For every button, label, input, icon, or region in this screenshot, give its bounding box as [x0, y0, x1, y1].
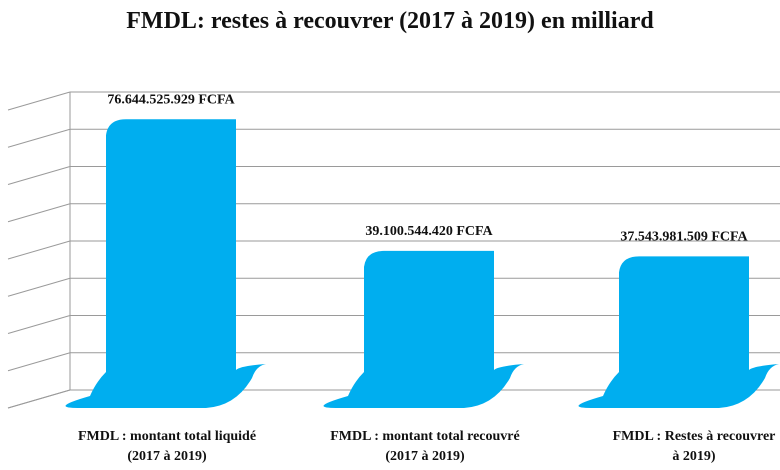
category-label: à 2019) — [672, 449, 716, 464]
category-label: FMDL : Restes à recouvrer — [613, 429, 776, 444]
data-label: 37.543.981.509 FCFA — [620, 229, 748, 244]
data-label: 76.644.525.929 FCFA — [107, 92, 235, 107]
category-label: (2017 à 2019) — [385, 449, 465, 464]
category-label: FMDL : montant total liquidé — [78, 429, 256, 444]
category-label: (2017 à 2019) — [127, 449, 207, 464]
data-label: 39.100.544.420 FCFA — [365, 224, 493, 239]
gridline-side — [7, 203, 71, 223]
chart-title: FMDL: restes à recouvrer (2017 à 2019) e… — [126, 8, 654, 34]
gridline-side — [7, 240, 71, 260]
gridline-side — [7, 166, 71, 185]
floor-edge — [7, 389, 71, 409]
gridline-side — [7, 91, 71, 111]
gridline-side — [7, 352, 71, 372]
gridline-side — [7, 128, 71, 148]
bar — [65, 119, 266, 409]
category-label: FMDL : montant total recouvré — [330, 429, 519, 444]
gridline-side — [7, 315, 71, 334]
bar — [578, 256, 779, 408]
gridline-side — [7, 277, 71, 297]
bar — [323, 250, 524, 408]
